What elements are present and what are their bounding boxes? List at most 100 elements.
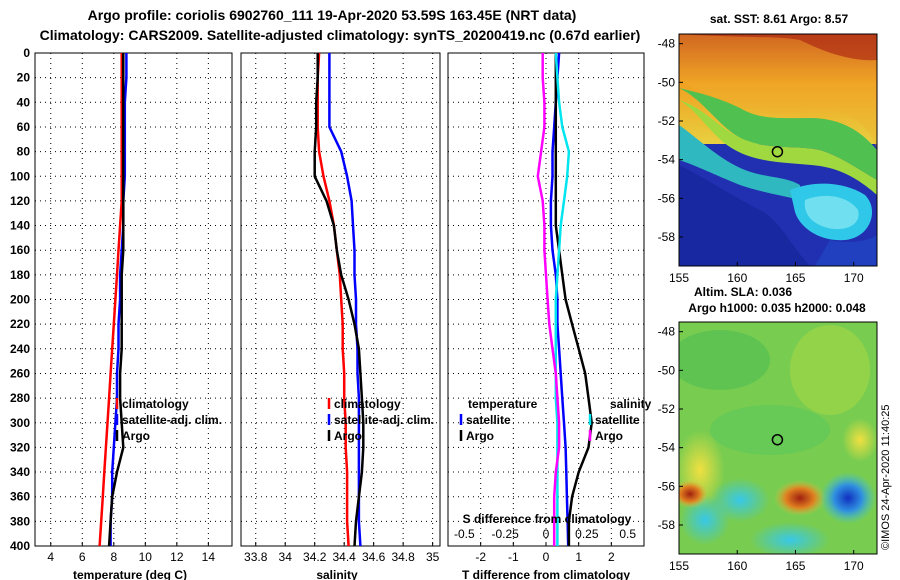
depth-tick-label: 220 <box>10 317 30 331</box>
salinity-series-satellite-adj-clim- <box>328 53 362 547</box>
depth-tick-label: 40 <box>17 95 31 109</box>
map-y-tick-label: -50 <box>658 75 676 89</box>
temperature-panel: 4 6 8 10 12 14 climatology satellite-adj. clim… <box>34 52 233 580</box>
map-y-tick-label: -48 <box>658 37 676 51</box>
x-tick-label: 12 <box>170 550 184 564</box>
salinity-diff-tick-label: -0.5 <box>454 527 475 541</box>
depth-tick-label: 260 <box>10 366 30 380</box>
map-x-tick-label: 160 <box>727 271 747 285</box>
sla-map-title-line1: Altim. SLA: 0.036 <box>694 285 792 299</box>
sla-map-frame <box>678 321 878 555</box>
x-tick-label: 34.2 <box>303 550 327 564</box>
salinity-legend: climatology satellite-adj. clim. Argo <box>327 397 434 443</box>
x-tick-label: 34.8 <box>391 550 415 564</box>
depth-tick-label: 340 <box>10 465 30 479</box>
salinity-series <box>313 52 365 547</box>
sst-map-panel: sat. SST: 8.61 Argo: 8.57 155 160 165 170 -4… <box>658 12 878 285</box>
temperature-series-climatology <box>98 53 123 547</box>
figure-title-line2: Climatology: CARS2009. Satellite-adjuste… <box>40 27 641 43</box>
depth-tick-label: 380 <box>10 514 30 528</box>
map-x-tick-label: 165 <box>785 271 805 285</box>
temperature-legend-label: Argo <box>122 429 150 443</box>
x-tick-label: 33.8 <box>244 550 268 564</box>
salinity-legend-label: climatology <box>334 397 401 411</box>
difference-panel-frame <box>447 52 645 547</box>
x-tick-label: 0 <box>543 550 550 564</box>
map-x-tick-label: 160 <box>727 559 747 573</box>
map-y-tick-label: -54 <box>658 441 676 455</box>
difference-x-ticks: -2 -1 0 1 2 <box>475 542 615 564</box>
salinity-grid <box>241 52 440 547</box>
depth-tick-label: 280 <box>10 391 30 405</box>
temperature-legend-label: satellite-adj. clim. <box>122 413 222 427</box>
depth-axis-labels: 0 20 40 60 80 100 120 140 160 180 200 220 240 260 280 3… <box>10 46 30 553</box>
depth-tick-label: 160 <box>10 243 30 257</box>
map-y-tick-label: -58 <box>658 230 676 244</box>
x-tick-label: 34 <box>279 550 293 564</box>
map-y-tick-label: -48 <box>658 325 676 339</box>
difference-series-salinity-argo <box>536 53 561 546</box>
depth-tick-label: 60 <box>17 120 31 134</box>
depth-tick-label: 400 <box>10 539 30 553</box>
diff-legend-temperature-label: satellite <box>466 413 511 427</box>
temperature-legend: climatology satellite-adj. clim. Argo <box>115 397 222 443</box>
map-x-tick-label: 155 <box>669 271 689 285</box>
x-tick-label: 34.4 <box>333 550 357 564</box>
depth-tick-label: 320 <box>10 440 30 454</box>
imos-watermark: ©IMOS 24-Apr-2020 11:40:25 <box>880 405 892 550</box>
map-y-tick-label: -52 <box>658 402 676 416</box>
sla-map-image <box>679 322 877 554</box>
depth-tick-label: 180 <box>10 268 30 282</box>
map-y-tick-label: -58 <box>658 518 676 532</box>
temperature-series-argo <box>107 53 125 547</box>
depth-tick-label: 80 <box>17 145 31 159</box>
x-tick-label: 1 <box>575 550 582 564</box>
sst-map-frame <box>678 33 878 267</box>
sst-argo-marker <box>771 145 784 158</box>
sst-map-title: sat. SST: 8.61 Argo: 8.57 <box>710 12 849 26</box>
sla-map-title-line2: Argo h1000: 0.035 h2000: 0.048 <box>688 301 866 315</box>
difference-legend: temperature satellite Argo salinity satellit… <box>459 397 652 443</box>
depth-tick-label: 0 <box>23 46 30 60</box>
difference-series <box>536 52 593 547</box>
depth-tick-label: 240 <box>10 342 30 356</box>
diff-legend-temperature-label: Argo <box>466 429 494 443</box>
depth-tick-label: 120 <box>10 194 30 208</box>
salinity-diff-tick-label: 0 <box>543 527 550 541</box>
temperature-panel-frame <box>34 52 233 547</box>
x-tick-label: 34.6 <box>362 550 386 564</box>
x-tick-label: 35 <box>426 550 440 564</box>
map-y-tick-label: -52 <box>658 114 676 128</box>
x-tick-label: 2 <box>608 550 615 564</box>
map-x-tick-label: 170 <box>844 271 864 285</box>
depth-tick-label: 300 <box>10 416 30 430</box>
x-tick-label: 10 <box>139 550 153 564</box>
x-tick-label: 8 <box>110 550 117 564</box>
salinity-x-ticks: 33.8 34 34.2 34.4 34.6 34.8 35 <box>244 542 440 564</box>
x-tick-label: 4 <box>47 550 54 564</box>
diff-legend-temperature-title: temperature <box>468 397 538 411</box>
x-tick-label: 14 <box>202 550 216 564</box>
x-tick-label: -2 <box>475 550 486 564</box>
sla-map-axes: 155 160 165 170 -48 -50 -52 -54 -56 -58 <box>658 325 864 573</box>
x-tick-label: 6 <box>79 550 86 564</box>
difference-salinity-ticks: -0.5 -0.25 0 0.25 0.5 <box>454 527 636 541</box>
map-y-tick-label: -56 <box>658 191 676 205</box>
difference-panel: -2 -1 0 1 2 -0.5 -0.25 0 0.25 0.5 temperature sat… <box>447 52 652 580</box>
sst-map-axes: 155 160 165 170 -48 -50 -52 -54 -56 -58 <box>658 37 864 285</box>
map-y-tick-label: -50 <box>658 363 676 377</box>
salinity-diff-tick-label: -0.25 <box>491 527 519 541</box>
salinity-diff-tick-label: 0.5 <box>619 527 636 541</box>
map-y-tick-label: -54 <box>658 153 676 167</box>
temperature-series-satellite-adj-clim- <box>109 53 128 546</box>
difference-grid <box>448 52 644 547</box>
depth-tick-label: 360 <box>10 490 30 504</box>
temperature-series <box>98 53 128 547</box>
difference-series-temperature-argo <box>554 53 593 546</box>
diff-legend-salinity-title: salinity <box>610 397 652 411</box>
sst-map-image <box>679 34 877 266</box>
salinity-series-argo <box>313 53 365 547</box>
salinity-panel: 33.8 34 34.2 34.4 34.6 34.8 35 climatology sate… <box>240 52 441 580</box>
salinity-x-label: salinity <box>316 568 358 580</box>
